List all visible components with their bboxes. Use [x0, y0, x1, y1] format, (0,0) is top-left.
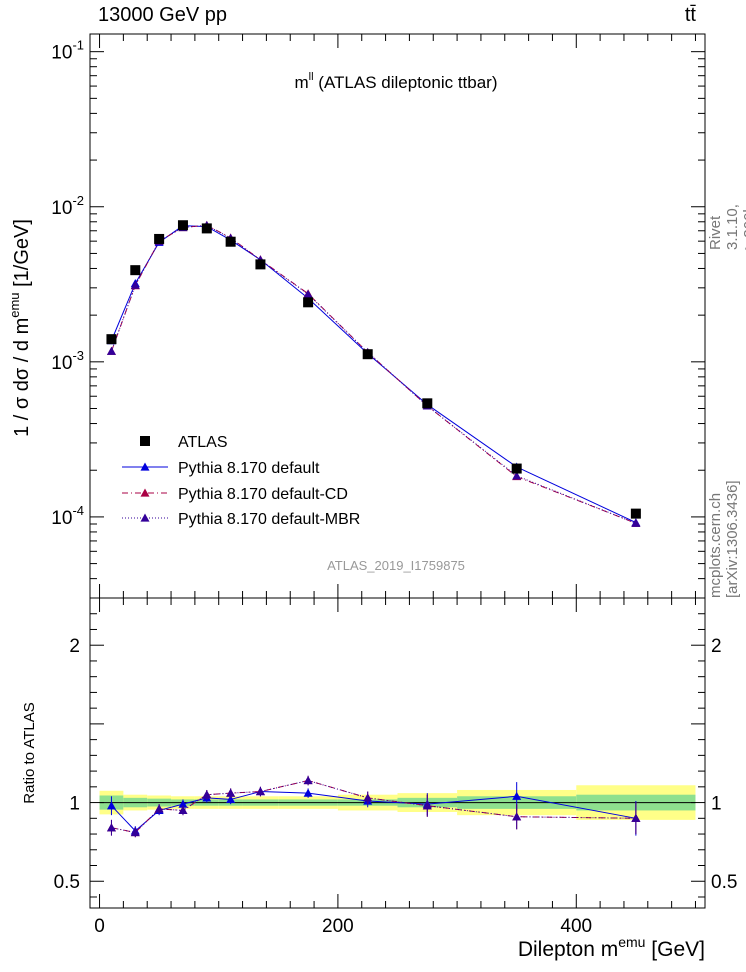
series-cd-ratio-line — [111, 780, 636, 834]
atlas-data-point — [362, 349, 373, 360]
title-superscript: ll — [309, 71, 314, 83]
chart-marks: 0 200 400 — [94, 34, 696, 937]
series-mbr-ratio-point — [303, 776, 313, 785]
ratio-y-tick-label-right: 1 — [711, 794, 722, 815]
ratio-y-tick-label: 1 — [69, 794, 80, 815]
legend-label: Pythia 8.170 default — [178, 460, 320, 477]
y-tick-label: 10-2 — [51, 193, 84, 219]
ratio-panel-frame: 0.5 0.5 1 1 2 2 — [54, 597, 737, 909]
series-mbr-ratio-point — [106, 823, 116, 832]
atlas-data-point — [630, 508, 641, 519]
atlas-data-point — [255, 259, 266, 270]
series-default-ratio-point — [178, 799, 188, 808]
ratio-y-tick-label-right: 0.5 — [711, 872, 737, 893]
watermark-label: ATLAS_2019_I1759875 — [327, 558, 465, 573]
atlas-data-point — [511, 463, 522, 474]
series-default-ratio-point — [106, 801, 116, 810]
atlas-data-point — [225, 236, 236, 247]
atlas-data-point — [177, 220, 188, 231]
series-mbr-point — [106, 346, 116, 355]
ratio-y-tick-label: 2 — [69, 636, 80, 657]
series-default-ratio-point — [512, 791, 522, 800]
series-mbr-point — [512, 471, 522, 480]
series-mbr-ratio-point — [363, 793, 373, 802]
legend-label: Pythia 8.170 default-MBR — [178, 511, 360, 528]
title-m: m — [295, 73, 309, 92]
series-mbr-point — [303, 289, 313, 298]
x-axis-label: Dilepton memu [GeV] — [518, 934, 705, 961]
atlas-data-point — [201, 223, 212, 234]
atlas-data-point — [130, 265, 141, 276]
legend-label: ATLAS — [178, 434, 228, 451]
plot-title: mll (ATLAS dileptonic ttbar) — [295, 71, 498, 92]
atlas-data-point — [154, 233, 165, 244]
series-mbr-ratio-point — [512, 812, 522, 821]
main-y-axis-label: 1 / σ dσ / d memu [1/GeV] — [7, 219, 33, 437]
x-tick-label: 200 — [322, 916, 354, 937]
title-rest: (ATLAS dileptonic ttbar) — [314, 73, 498, 92]
y-tick-label: 10-1 — [51, 38, 84, 64]
x-tick-label: 0 — [94, 916, 105, 937]
y-tick-label: 10-3 — [51, 348, 84, 374]
series-mbr-ratio-point — [130, 827, 140, 837]
legend-marker — [140, 488, 150, 497]
series-mbr-point — [130, 280, 140, 289]
final-state-label: tt̄ — [684, 4, 696, 26]
series-mbr-ratio-point — [178, 805, 188, 815]
series-mbr-ratio-point — [631, 813, 641, 822]
series-mbr-ratio-point — [154, 804, 164, 813]
series-mbr-ratio-point — [226, 788, 236, 797]
atlas-data-point — [106, 334, 117, 345]
legend-label: Pythia 8.170 default-CD — [178, 486, 348, 503]
series-cd-line — [110, 224, 637, 524]
series-mbr-ratio-point — [255, 787, 265, 796]
series-mbr-point — [631, 518, 641, 527]
x-tick-label: 400 — [560, 916, 592, 937]
series-mbr-ratio-point — [202, 790, 212, 799]
series-default-ratio-point — [303, 788, 313, 797]
legend-marker-atlas — [140, 436, 150, 446]
process-label: 13000 GeV pp — [98, 4, 227, 26]
legend: ATLAS Pythia 8.170 default Pythia 8.170 de… — [122, 434, 360, 528]
ratio-frame — [89, 597, 706, 909]
ratio-y-tick-label-right: 2 — [711, 636, 722, 657]
atlas-data-point — [422, 398, 433, 409]
ratio-y-axis-label: Ratio to ATLAS — [21, 702, 38, 803]
series-mbr-ratio-point — [422, 801, 432, 810]
series-mbr-line — [110, 224, 637, 524]
legend-marker — [140, 513, 150, 522]
main-panel-frame: 10-4 10-3 10-2 10-1 — [51, 33, 706, 599]
legend-marker — [140, 462, 150, 471]
y-tick-label: 10-4 — [51, 503, 84, 529]
series-default-line — [110, 225, 637, 523]
ratio-y-tick-label: 0.5 — [54, 872, 80, 893]
atlas-data-point — [303, 297, 314, 308]
series-default-ratio-point — [226, 794, 236, 804]
